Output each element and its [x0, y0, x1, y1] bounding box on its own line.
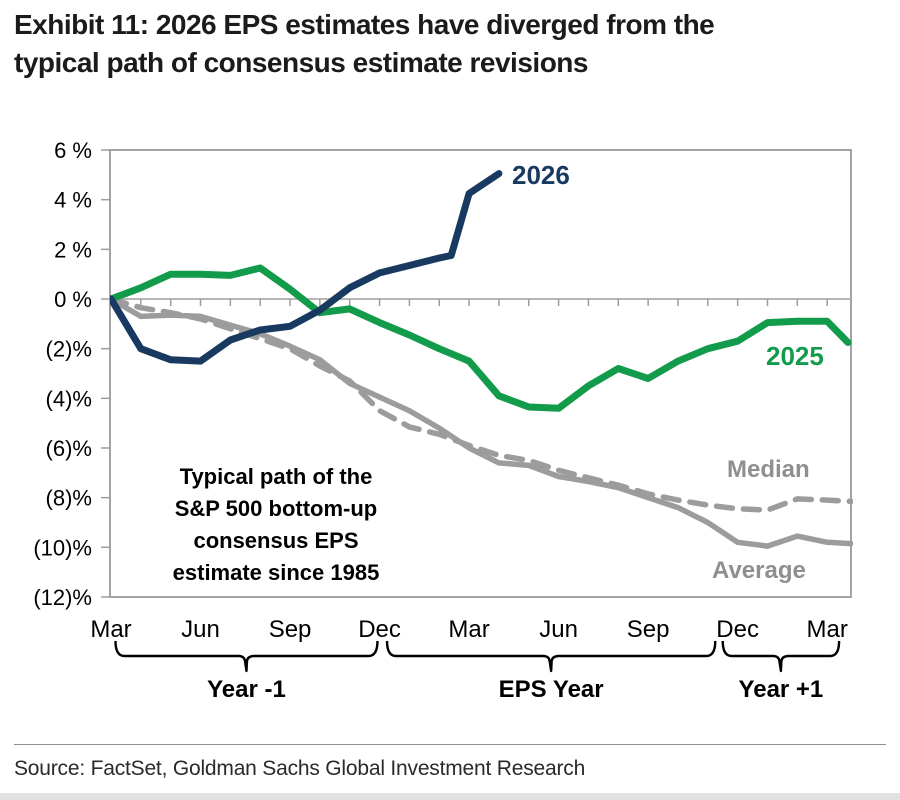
x-axis-label: Sep: [627, 616, 670, 643]
series-label-2026: 2026: [512, 160, 570, 190]
y-axis-label: (6)%: [46, 436, 92, 461]
y-axis-label: (4)%: [46, 386, 92, 411]
y-axis-label: 4 %: [54, 188, 92, 213]
annotation-line: Typical path of the: [180, 464, 373, 489]
series-line-2026: [110, 170, 503, 365]
x-axis-label: Jun: [539, 616, 578, 643]
annotation-line: estimate since 1985: [173, 560, 380, 585]
y-axis-label: (10)%: [33, 535, 92, 560]
series-label-average: Average: [712, 557, 806, 584]
annotation-line: S&P 500 bottom-up: [175, 496, 378, 521]
exhibit-title: Exhibit 11: 2026 EPS estimates have dive…: [14, 6, 884, 82]
exhibit-title-line1: Exhibit 11: 2026 EPS estimates have dive…: [14, 9, 715, 40]
axis-group-bracket: [721, 640, 841, 673]
eps-revisions-chart: 6 % 4 % 2 % 0 % (2)% (4)% (6)% (8)% (10)% (12)% Ma…: [33, 138, 853, 703]
exhibit-title-line2: typical path of consensus estimate revis…: [14, 47, 588, 78]
bottom-strip: [0, 793, 900, 800]
source-text: Source: FactSet, Goldman Sachs Global In…: [14, 757, 586, 780]
y-axis-label: (2)%: [46, 337, 92, 362]
annotation-line: consensus EPS: [193, 528, 358, 553]
x-axis-label: Mar: [806, 616, 847, 643]
x-axis-label: Mar: [448, 616, 489, 643]
series-line-2025: [110, 264, 852, 412]
y-axis-label: 2 %: [54, 237, 92, 262]
series-label-median: Median: [727, 456, 810, 483]
source-divider: [14, 744, 886, 745]
series-line-average: [110, 296, 853, 549]
axis-group-bracket: [114, 640, 379, 673]
x-axis-label: Sep: [269, 616, 312, 643]
y-axis-label: (8)%: [46, 486, 92, 511]
axis-group-label: Year +1: [739, 676, 824, 703]
x-axis-label: Dec: [358, 616, 401, 643]
x-axis-label: Jun: [181, 616, 220, 643]
y-axis-label: 6 %: [54, 138, 92, 163]
y-axis-label: 0 %: [54, 287, 92, 312]
series-label-2025: 2025: [766, 341, 824, 371]
plot-border: [109, 149, 852, 598]
y-axis-label: (12)%: [33, 585, 92, 610]
axis-group-label: Year -1: [207, 676, 286, 703]
series-line-median: [110, 296, 853, 513]
axis-group-label: EPS Year: [499, 676, 604, 703]
x-axis-label: Mar: [90, 616, 131, 643]
axis-group-bracket: [385, 640, 717, 673]
x-axis-label: Dec: [716, 616, 759, 643]
